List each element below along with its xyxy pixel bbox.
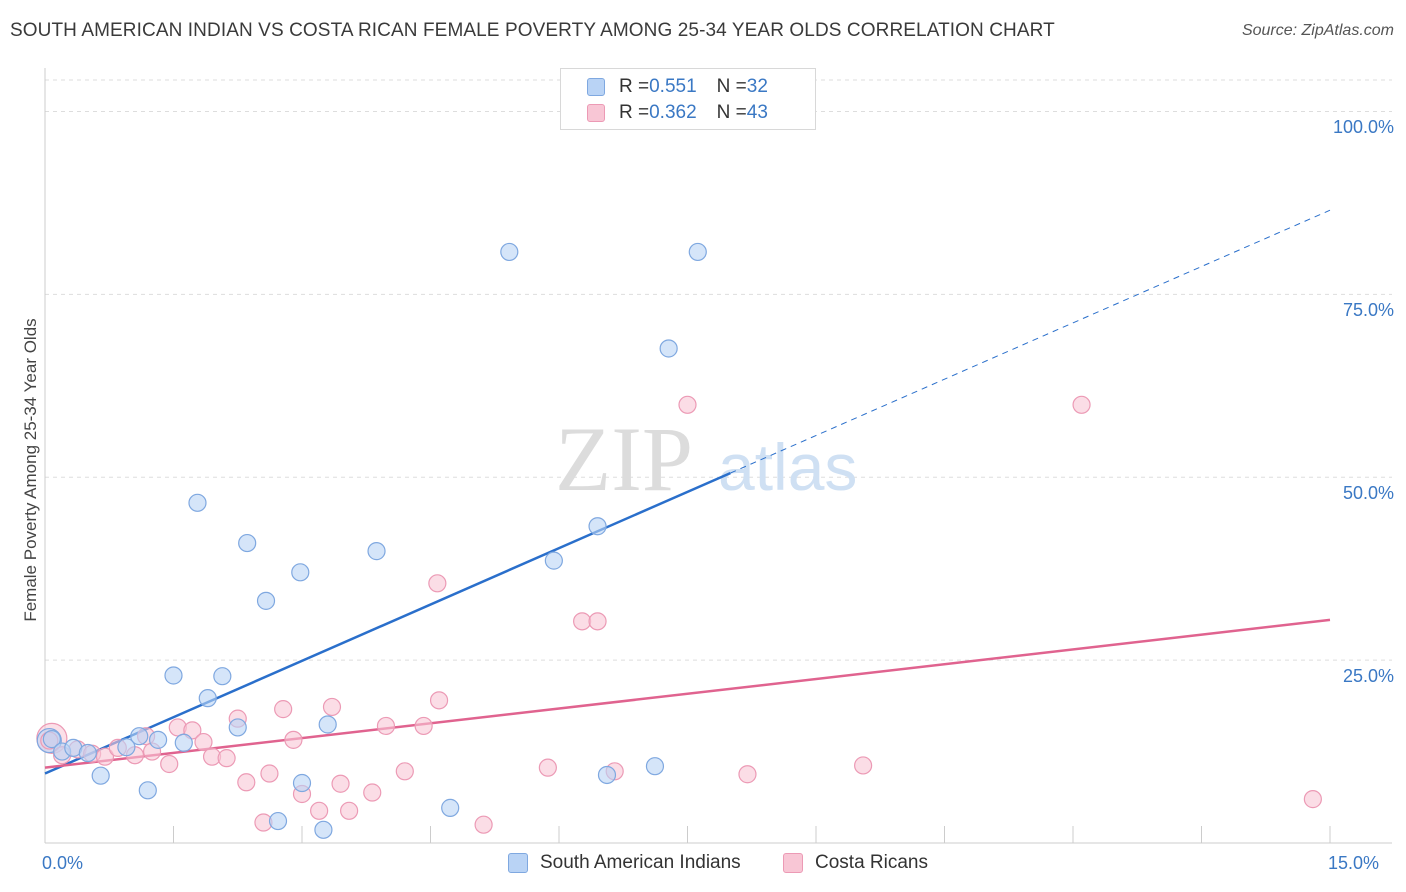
point-costa-ricans	[363, 783, 382, 802]
point-costa-ricans	[395, 762, 414, 781]
legend-n-label: N =	[716, 76, 747, 97]
point-south-american-indians	[659, 339, 678, 358]
point-costa-ricans	[678, 395, 697, 414]
point-south-american-indians	[130, 727, 149, 746]
point-costa-ricans	[429, 691, 449, 710]
point-south-american-indians	[117, 738, 136, 757]
y-tick-label: 75.0%	[1342, 300, 1394, 321]
legend-r-label: R =	[619, 76, 650, 97]
point-costa-ricans	[310, 801, 329, 820]
legend-n-value: 43	[746, 102, 768, 123]
point-south-american-indians	[174, 733, 193, 752]
point-south-american-indians	[318, 715, 337, 734]
y-axis-title-wrap: Female Poverty Among 25-34 Year Olds	[16, 318, 46, 621]
gridlines	[45, 79, 1392, 661]
point-south-american-indians	[314, 820, 333, 839]
point-south-american-indians	[228, 718, 247, 737]
point-costa-ricans	[340, 801, 359, 820]
point-south-american-indians	[500, 242, 519, 262]
point-costa-ricans	[538, 758, 557, 777]
x-tick-label-max: 15.0%	[1328, 853, 1380, 873]
bottom-legend-south-american-indians: South American Indians	[508, 852, 741, 874]
point-south-american-indians	[148, 730, 168, 749]
point-costa-ricans	[588, 612, 607, 631]
point-costa-ricans	[217, 749, 236, 768]
y-axis-title: Female Poverty Among 25-34 Year Olds	[21, 318, 40, 622]
point-costa-ricans	[284, 730, 303, 749]
point-south-american-indians	[188, 493, 207, 512]
axes	[44, 68, 1392, 844]
legend-row-costa-ricans: R = 0.362 N = 43	[587, 101, 768, 125]
trend-line-south-american-indians-extension	[730, 209, 1331, 474]
point-costa-ricans	[183, 721, 202, 740]
point-south-american-indians	[256, 591, 276, 610]
point-south-american-indians	[213, 667, 232, 686]
legend-swatch-blue	[587, 78, 605, 96]
bottom-legend-costa-ricans: Costa Ricans	[783, 852, 928, 874]
point-south-american-indians	[238, 533, 257, 553]
point-south-american-indians	[164, 666, 183, 685]
legend-n-value: 32	[746, 76, 768, 97]
point-costa-ricans	[414, 716, 433, 736]
bottom-legend-swatch-blue	[508, 853, 528, 873]
point-costa-ricans	[194, 732, 213, 752]
point-costa-ricans	[1303, 790, 1322, 809]
point-south-american-indians	[198, 689, 217, 708]
bottom-legend-label: South American Indians	[540, 852, 741, 873]
point-south-american-indians	[544, 551, 563, 570]
trend-line-south-american-indians	[44, 471, 731, 775]
legend-r-label: R =	[619, 102, 650, 123]
legend-r-value: 0.362	[649, 102, 697, 123]
point-south-american-indians	[292, 773, 312, 793]
legend-n-label: N =	[716, 102, 747, 123]
point-costa-ricans	[260, 764, 279, 783]
point-costa-ricans	[95, 747, 115, 766]
point-south-american-indians	[268, 811, 288, 831]
point-south-american-indians	[688, 242, 707, 262]
legend-swatch-pink	[587, 104, 605, 122]
y-tick-label: 50.0%	[1342, 483, 1394, 504]
point-south-american-indians	[441, 798, 460, 817]
point-south-american-indians	[138, 781, 157, 800]
watermark: ZIP atlas	[555, 408, 857, 510]
point-south-american-indians	[291, 563, 310, 582]
point-costa-ricans	[331, 774, 350, 793]
point-south-american-indians	[78, 743, 97, 763]
legend-r-value: 0.551	[649, 76, 697, 97]
trend-lines	[44, 209, 1331, 775]
trend-line-costa-ricans	[44, 618, 1331, 769]
point-costa-ricans	[274, 700, 293, 719]
correlation-legend: R = 0.551 N = 32 R = 0.362 N = 43	[560, 68, 816, 130]
point-costa-ricans	[322, 697, 342, 717]
y-tick-label: 25.0%	[1342, 666, 1394, 687]
point-south-american-indians	[367, 542, 386, 561]
point-costa-ricans	[237, 773, 256, 792]
point-south-american-indians	[42, 730, 61, 749]
point-south-american-indians	[597, 765, 617, 785]
point-costa-ricans	[738, 765, 757, 784]
legend-row-south-american-indians: R = 0.551 N = 32	[587, 75, 768, 99]
source-credit: Source: ZipAtlas.com	[1241, 22, 1394, 39]
point-south-american-indians	[588, 517, 607, 536]
point-costa-ricans	[428, 574, 447, 593]
point-costa-ricans	[854, 756, 873, 775]
chart-title: SOUTH AMERICAN INDIAN VS COSTA RICAN FEM…	[10, 20, 1055, 41]
watermark-zip: ZIP	[555, 408, 693, 510]
data-points	[36, 242, 1322, 839]
point-south-american-indians	[645, 757, 665, 776]
bottom-legend-swatch-pink	[783, 853, 803, 873]
point-costa-ricans	[376, 716, 396, 736]
point-south-american-indians	[91, 766, 110, 785]
watermark-atlas: atlas	[718, 430, 857, 504]
y-tick-label: 100.0%	[1332, 117, 1394, 138]
point-costa-ricans	[573, 612, 592, 631]
x-tick-label-min: 0.0%	[42, 853, 84, 873]
point-costa-ricans	[1072, 395, 1091, 414]
bottom-legend-label: Costa Ricans	[815, 852, 928, 873]
point-costa-ricans	[160, 754, 179, 774]
point-costa-ricans	[474, 815, 493, 834]
